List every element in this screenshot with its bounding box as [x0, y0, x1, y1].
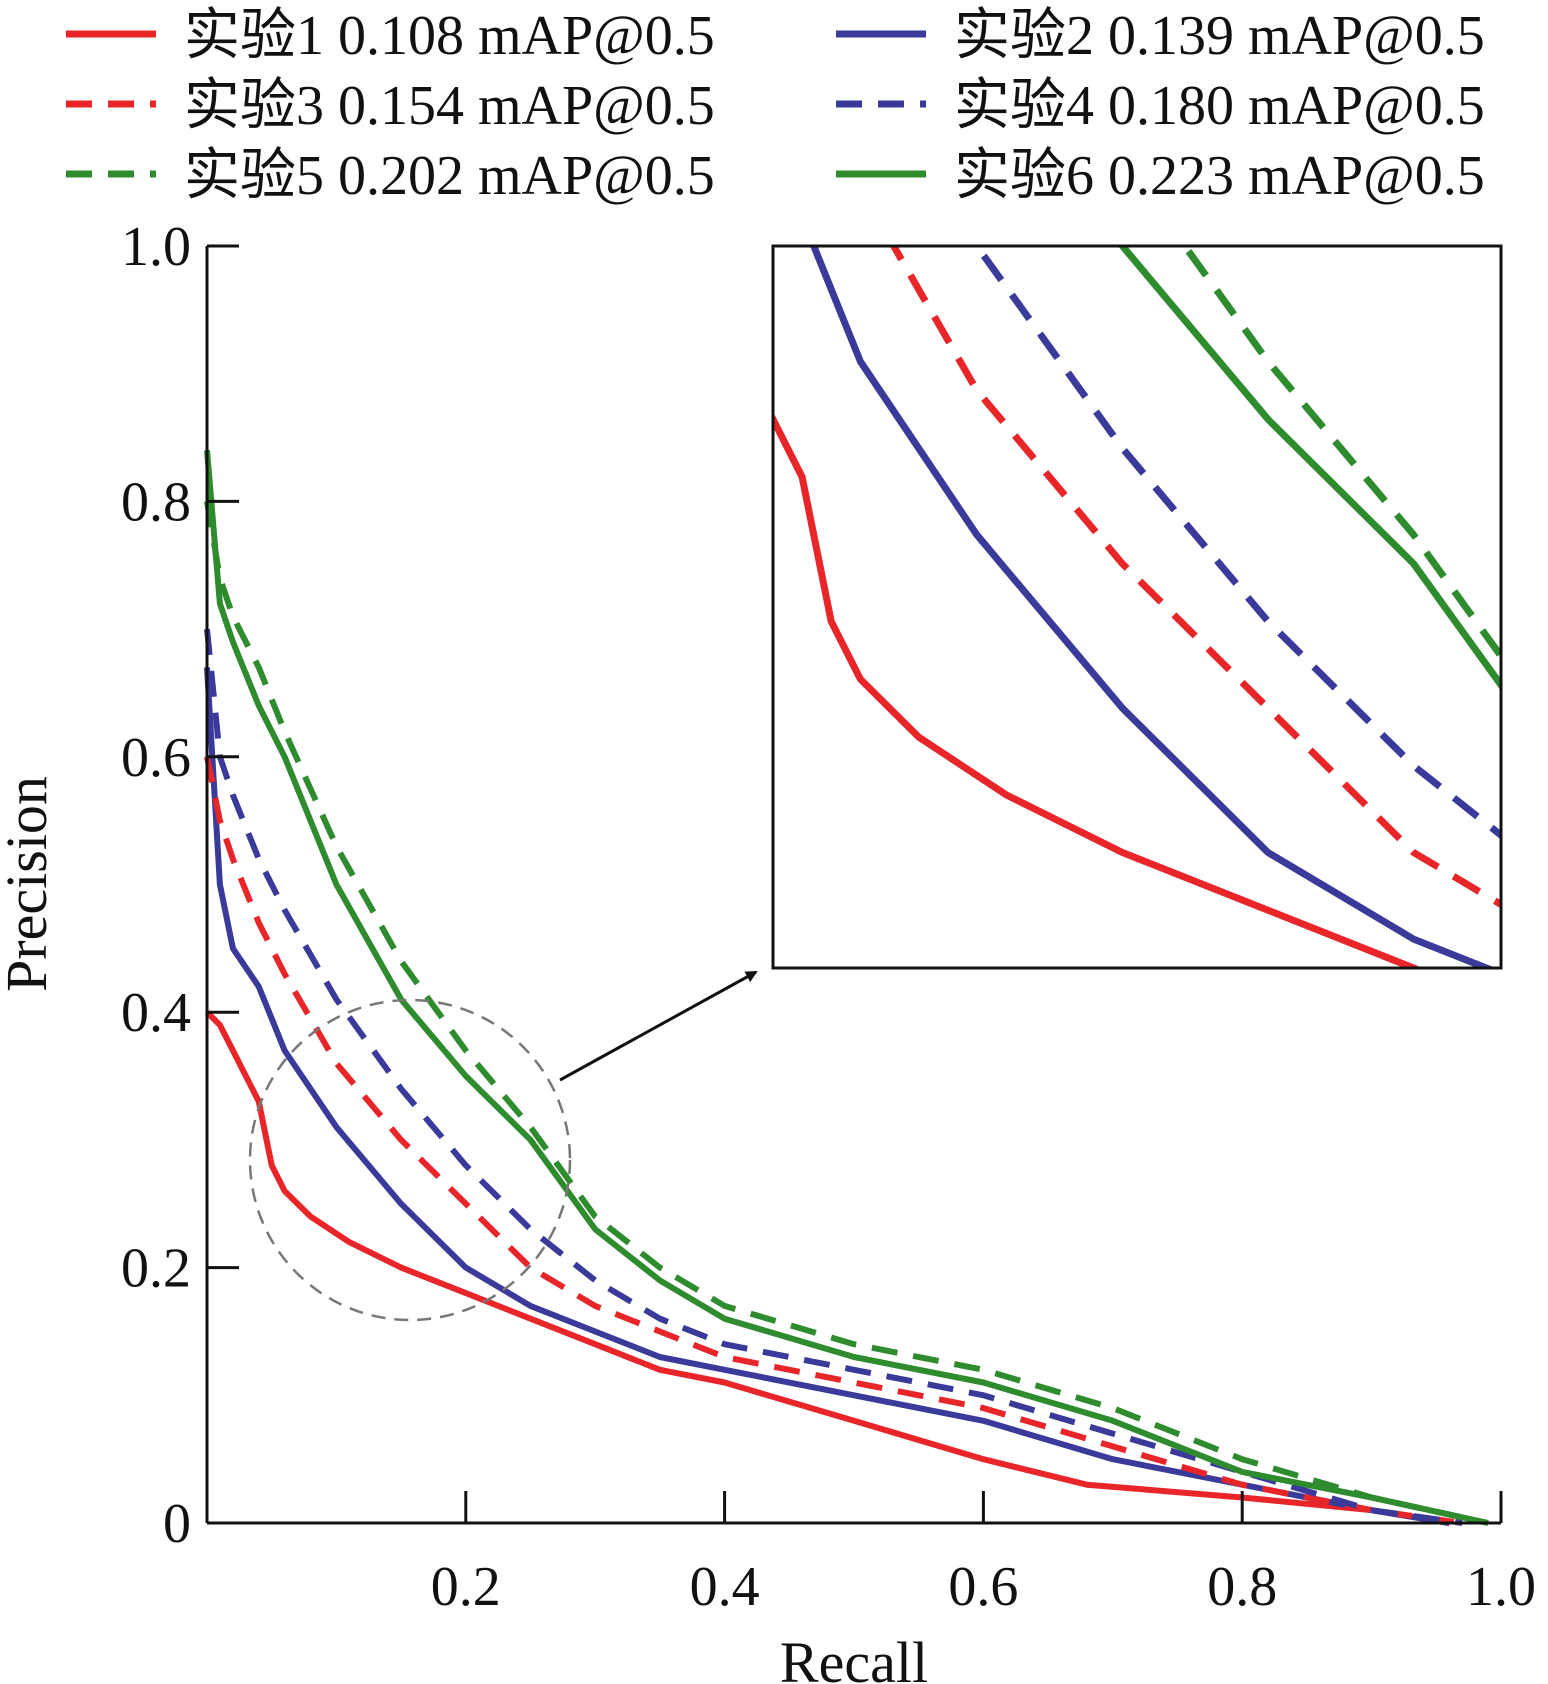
- series-line-2: [204, 667, 1450, 1526]
- y-tick-label: 0.6: [121, 727, 191, 789]
- series-line-5: [204, 500, 1489, 1526]
- inset-series-line-1: [773, 411, 1424, 968]
- series-line-6: [204, 450, 1489, 1526]
- zoom-region-circle: [248, 998, 572, 1322]
- x-tick-label: 1.0: [1466, 1556, 1536, 1618]
- legend-label-3: 实验3 0.154 mAP@0.5: [184, 75, 715, 137]
- inset-series-layer: [773, 246, 1501, 968]
- inset-series-line-6: [1118, 246, 1501, 692]
- legend-label-1: 实验1 0.108 mAP@0.5: [184, 5, 715, 67]
- legend: 实验1 0.108 mAP@0.5 实验2 0.139 mAP@0.5 实验3 0.…: [66, 5, 1485, 207]
- series-line-3: [204, 756, 1463, 1526]
- x-tick-label: 0.6: [948, 1556, 1018, 1618]
- legend-label-5: 实验5 0.202 mAP@0.5: [184, 145, 715, 207]
- inset-frame: [771, 244, 1503, 970]
- x-axis-title: Recall: [780, 1630, 928, 1684]
- y-tick-label: 0.2: [121, 1238, 191, 1300]
- zoom-arrow: [559, 970, 758, 1082]
- zoom-inset: [771, 244, 1503, 970]
- y-tick-label: 1.0: [121, 216, 191, 278]
- series-layer: [204, 450, 1489, 1526]
- legend-label-6: 实验6 0.223 mAP@0.5: [954, 145, 1485, 207]
- y-tick-label: 0.4: [121, 982, 191, 1044]
- legend-label-2: 实验2 0.139 mAP@0.5: [954, 5, 1485, 67]
- series-line-4: [204, 628, 1463, 1526]
- inset-frame-bg: [773, 246, 1501, 968]
- y-tick-label: 0: [163, 1493, 191, 1555]
- x-tick-label: 0.2: [431, 1556, 501, 1618]
- y-tick-label: 0.8: [121, 471, 191, 533]
- x-tick-label: 0.4: [690, 1556, 760, 1618]
- legend-label-4: 实验4 0.180 mAP@0.5: [954, 75, 1485, 137]
- inset-series-line-5: [1180, 246, 1501, 663]
- y-axis-title: Precision: [0, 776, 59, 992]
- x-tick-label: 0.8: [1207, 1556, 1277, 1618]
- series-line-1: [204, 1010, 1450, 1526]
- ticks: 0.2 0.4 0.6 0.8 1.0 0 0.2 0.4 0.6 0.8 1.0: [121, 216, 1536, 1618]
- plot-area: 0.2 0.4 0.6 0.8 1.0 0 0.2 0.4 0.6 0.8 1.0: [121, 216, 1536, 1618]
